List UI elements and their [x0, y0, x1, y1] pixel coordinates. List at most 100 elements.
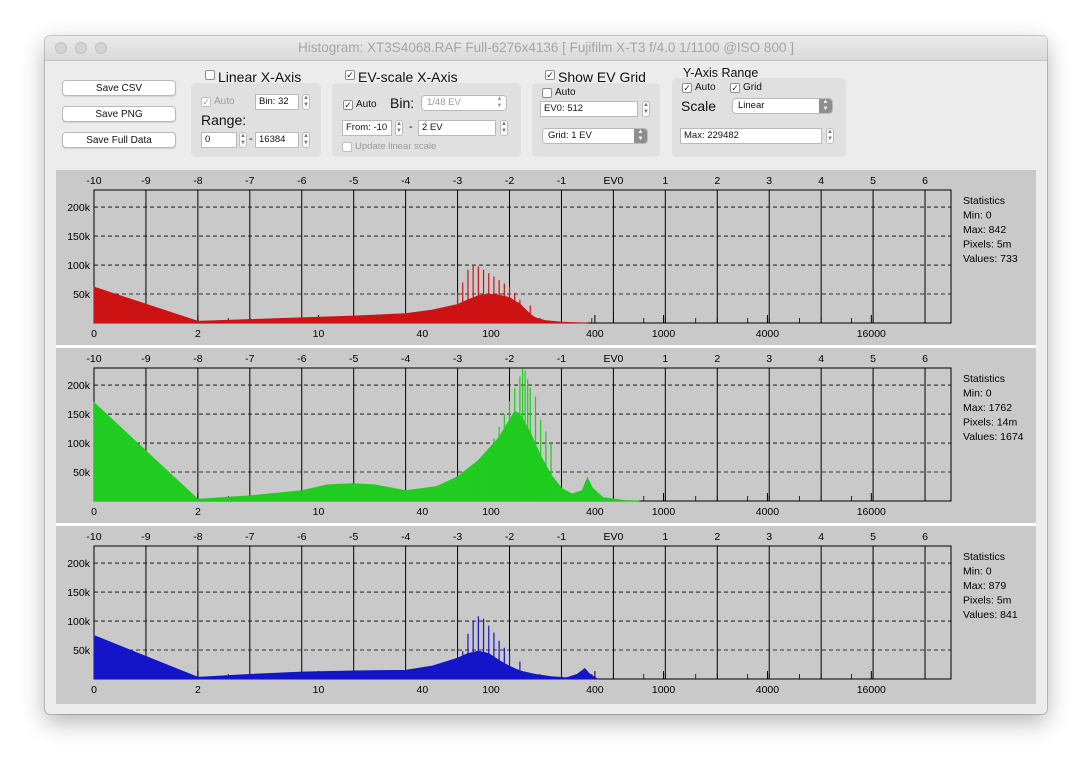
ev-auto-checkbox[interactable]: ✓ [343, 100, 353, 110]
linear-tick-label: 400 [586, 506, 604, 518]
y-tick-label: 50k [73, 645, 91, 657]
ev-tick-label: -9 [141, 353, 150, 365]
y-grid-label: Grid [743, 82, 762, 93]
y-tick-label: 100k [67, 260, 91, 272]
ev0-field[interactable]: EV0: 512 [540, 101, 638, 117]
linear-tick-label: 4000 [756, 684, 780, 696]
ev-tick-label: -2 [505, 353, 514, 365]
linear-tick-label: 4000 [756, 506, 780, 518]
ev-to-stepper[interactable]: ▲ ▼ [500, 120, 508, 136]
linear-tick-label: 1000 [652, 684, 676, 696]
ev-bin-label: Bin: [390, 95, 415, 111]
y-tick-label: 50k [73, 289, 91, 301]
ev-tick-label: EV0 [603, 175, 623, 187]
ev-tick-label: 1 [662, 531, 668, 543]
y-tick-label: 200k [67, 558, 91, 570]
ev-tick-label: -9 [141, 175, 150, 187]
linear-range-to-field[interactable]: 16384 [255, 132, 299, 148]
ev-to-field[interactable]: 2 EV [418, 120, 496, 136]
chevron-updown-icon: ▲ ▼ [819, 99, 832, 113]
linear-tick-label: 2 [195, 328, 201, 340]
linear-tick-label: 1000 [652, 328, 676, 340]
ev-tick-label: -8 [193, 353, 202, 365]
y-tick-label: 200k [67, 380, 91, 392]
ev-auto-label: Auto [356, 99, 377, 110]
y-scale-value: Linear [738, 100, 765, 111]
linear-auto-checkbox[interactable]: ✓ [201, 97, 211, 107]
ev-tick-label: 1 [662, 353, 668, 365]
y-auto-checkbox[interactable]: ✓ [682, 83, 692, 93]
save-full-data-button[interactable]: Save Full Data [62, 132, 176, 148]
linear-x-axis-checkbox[interactable] [205, 70, 215, 80]
ev-grid-auto-checkbox[interactable] [542, 88, 552, 98]
y-tick-label: 150k [67, 587, 91, 599]
linear-range-from-field[interactable]: 0 [201, 132, 237, 148]
ev-bin-select[interactable]: 1/48 EV ▲ ▼ [421, 95, 507, 111]
ev-tick-label: 6 [922, 353, 928, 365]
ev-from-stepper[interactable]: ▲ ▼ [395, 120, 403, 136]
ev-tick-label: 5 [870, 531, 876, 543]
ev-tick-label: 5 [870, 175, 876, 187]
linear-tick-label: 100 [482, 506, 500, 518]
linear-bin-field[interactable]: Bin: 32 [255, 94, 299, 110]
update-linear-scale-checkbox[interactable] [342, 142, 352, 152]
statistics-text: Pixels: 5m [963, 239, 1012, 251]
minimize-window-icon[interactable] [75, 42, 87, 54]
ev-tick-label: -5 [349, 175, 358, 187]
y-grid-checkbox[interactable]: ✓ [730, 83, 740, 93]
close-window-icon[interactable] [55, 42, 67, 54]
statistics-text: Values: 733 [963, 253, 1018, 265]
save-csv-button[interactable]: Save CSV [62, 80, 176, 96]
window-title: Histogram: XT3S4068.RAF Full-6276x4136 [… [298, 40, 794, 55]
linear-range-to-stepper[interactable]: ▲ ▼ [302, 132, 310, 148]
histogram-charts: -10 -9 -8 -7 -6 -5 -4 -3 -2 -1 EV0 1 2 3 4 5 650k100k150… [56, 175, 1036, 696]
ev0-stepper[interactable]: ▲ ▼ [642, 101, 650, 117]
statistics-text: Min: 0 [963, 388, 992, 400]
ev-tick-label: -6 [297, 531, 306, 543]
ev-tick-label: 4 [818, 175, 824, 187]
statistics-text: Statistics [963, 195, 1005, 207]
ev-tick-label: 2 [714, 531, 720, 543]
ev-tick-label: 6 [922, 175, 928, 187]
ev-tick-label: -1 [557, 353, 566, 365]
blue-histogram-body [93, 634, 600, 680]
ev-tick-label: -9 [141, 531, 150, 543]
linear-tick-label: 10 [313, 328, 325, 340]
linear-tick-label: 400 [586, 328, 604, 340]
ev-scale-x-axis-checkbox[interactable]: ✓ [345, 70, 355, 80]
ev-tick-label: -10 [86, 531, 101, 543]
y-max-field[interactable]: Max: 229482 [680, 128, 822, 144]
linear-tick-label: 2 [195, 506, 201, 518]
linear-bin-stepper[interactable]: ▲ ▼ [302, 94, 310, 110]
panel-separator [56, 345, 1036, 348]
linear-tick-label: 16000 [857, 506, 886, 518]
statistics-text: Min: 0 [963, 566, 992, 578]
y-scale-select[interactable]: Linear ▲ ▼ [732, 98, 833, 114]
ev-tick-label: -8 [193, 531, 202, 543]
y-axis-range-label: Y-Axis Range [683, 66, 759, 80]
y-scale-label: Scale [681, 98, 717, 114]
statistics-text: Values: 841 [963, 609, 1018, 621]
linear-x-axis-label: Linear X-Axis [218, 69, 302, 85]
chevron-updown-icon: ▲ ▼ [493, 96, 506, 110]
grid-step-select[interactable]: Grid: 1 EV ▲ ▼ [542, 128, 648, 144]
ev-tick-label: -2 [505, 531, 514, 543]
linear-range-from-stepper[interactable]: ▲ ▼ [239, 132, 247, 148]
ev-from-field[interactable]: From: -10 [342, 120, 392, 136]
show-ev-grid-checkbox[interactable]: ✓ [545, 70, 555, 80]
statistics-text: Pixels: 5m [963, 595, 1012, 607]
ev-tick-label: -1 [557, 175, 566, 187]
statistics-text: Statistics [963, 551, 1005, 563]
zoom-window-icon[interactable] [95, 42, 107, 54]
ev-range-separator: - [409, 121, 413, 133]
linear-tick-label: 40 [417, 506, 429, 518]
ev-tick-label: -2 [505, 175, 514, 187]
save-png-button[interactable]: Save PNG [62, 106, 176, 122]
linear-tick-label: 100 [482, 328, 500, 340]
y-max-stepper[interactable]: ▲ ▼ [826, 128, 834, 144]
ev-tick-label: 3 [766, 175, 772, 187]
ev-tick-label: -3 [453, 353, 462, 365]
linear-tick-label: 100 [482, 684, 500, 696]
statistics-text: Min: 0 [963, 210, 992, 222]
statistics-text: Max: 1762 [963, 402, 1012, 414]
